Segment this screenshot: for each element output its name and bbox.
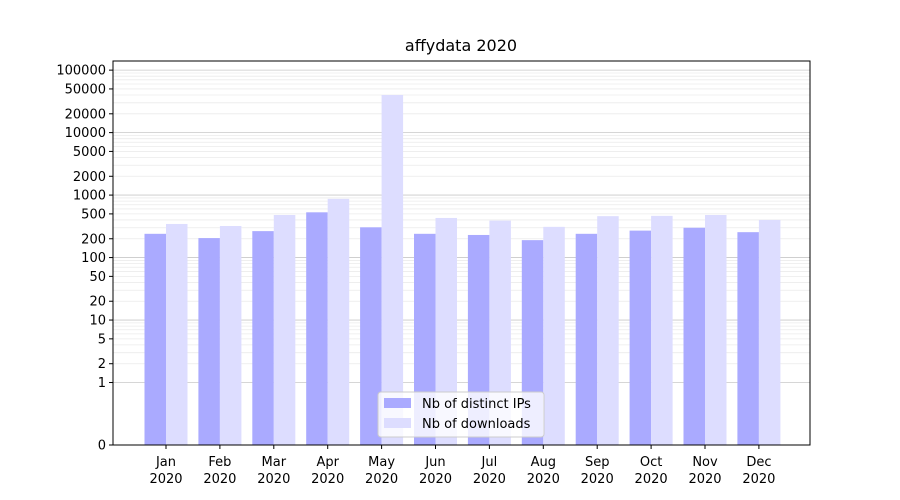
legend-swatch bbox=[384, 398, 411, 408]
y-axis: 0 1 2 5 10 20 50 100 200 500 1000 2000 5000 10000 2000… bbox=[56, 64, 113, 454]
bar-downloads bbox=[489, 220, 511, 445]
legend-label: Nb of downloads bbox=[422, 417, 531, 432]
bar-downloads bbox=[651, 215, 673, 445]
bar-distinct-ips bbox=[252, 231, 274, 445]
y-tick-label: 1 bbox=[98, 376, 106, 391]
x-tick-label-month: Feb bbox=[208, 455, 231, 470]
legend-box bbox=[377, 391, 545, 438]
y-tick-label: 50000 bbox=[65, 82, 106, 97]
legend-swatch bbox=[384, 418, 411, 428]
bars bbox=[144, 94, 781, 445]
x-tick-label-year: 2020 bbox=[635, 472, 668, 487]
x-tick-label-month: Jan bbox=[155, 455, 176, 470]
x-tick-label-year: 2020 bbox=[581, 472, 614, 487]
y-tick-label: 20000 bbox=[65, 107, 106, 122]
bar-downloads bbox=[705, 215, 727, 445]
y-tick-label: 200 bbox=[81, 232, 106, 247]
bar-distinct-ips bbox=[575, 233, 598, 445]
bar-distinct-ips bbox=[144, 233, 166, 445]
x-tick-label-month: Dec bbox=[746, 455, 771, 470]
chart-title: affydata 2020 bbox=[405, 36, 517, 55]
bar-downloads bbox=[219, 226, 242, 445]
x-tick-label-year: 2020 bbox=[473, 472, 506, 487]
bar-downloads bbox=[166, 223, 188, 445]
x-tick-label-month: Jun bbox=[424, 455, 445, 470]
x-tick-label-year: 2020 bbox=[257, 472, 290, 487]
y-tick-label: 500 bbox=[81, 207, 106, 222]
x-tick-label-month: Oct bbox=[640, 455, 662, 470]
plot-frame bbox=[112, 60, 811, 446]
y-tick-label: 10000 bbox=[65, 126, 106, 141]
bar-downloads bbox=[327, 198, 350, 445]
y-tick-label: 20 bbox=[89, 295, 106, 310]
x-tick-label-year: 2020 bbox=[688, 472, 721, 487]
bar-distinct-ips bbox=[306, 212, 328, 445]
bar-downloads bbox=[381, 94, 404, 445]
x-tick-label-year: 2020 bbox=[419, 472, 452, 487]
x-tick-label-month: Nov bbox=[692, 455, 718, 470]
y-tick-label: 10 bbox=[89, 314, 106, 329]
x-tick-label-year: 2020 bbox=[311, 472, 344, 487]
y-tick-label: 5000 bbox=[73, 145, 106, 160]
x-tick-label-year: 2020 bbox=[149, 472, 182, 487]
x-axis: Jan 2020 Feb 2020 Mar 2020 Apr 2020 May 2020 Jun 20… bbox=[149, 445, 775, 487]
x-tick-label-year: 2020 bbox=[742, 472, 775, 487]
bar-distinct-ips bbox=[683, 227, 705, 445]
bar-downloads bbox=[597, 216, 619, 445]
y-tick-label: 100000 bbox=[56, 64, 106, 79]
bar-downloads bbox=[758, 219, 781, 445]
x-tick-label-month: Jul bbox=[481, 455, 498, 470]
legend: Nb of distinct IPs Nb of downloads bbox=[377, 391, 545, 438]
y-tick-label: 2000 bbox=[73, 170, 106, 185]
bar-distinct-ips bbox=[737, 232, 759, 445]
y-tick-label: 0 bbox=[98, 439, 106, 454]
y-tick-label: 1000 bbox=[73, 189, 106, 204]
y-tick-label: 5 bbox=[98, 332, 106, 347]
bar-downloads bbox=[543, 226, 565, 445]
x-tick-label-month: Aug bbox=[531, 455, 556, 470]
bar-downloads bbox=[273, 215, 296, 445]
y-tick-label: 100 bbox=[81, 251, 106, 266]
bar-distinct-ips bbox=[360, 227, 382, 445]
bar-downloads bbox=[435, 217, 457, 445]
x-tick-label-year: 2020 bbox=[527, 472, 560, 487]
y-tick-label: 50 bbox=[89, 270, 106, 285]
x-tick-label-month: Apr bbox=[316, 455, 339, 470]
x-tick-label-month: Mar bbox=[262, 455, 287, 470]
x-tick-label-year: 2020 bbox=[365, 472, 398, 487]
bar-distinct-ips bbox=[629, 230, 652, 445]
x-tick-label-month: Sep bbox=[585, 455, 610, 470]
bar-distinct-ips bbox=[198, 238, 220, 445]
x-tick-label-month: May bbox=[368, 455, 395, 470]
x-tick-label-year: 2020 bbox=[203, 472, 236, 487]
legend-label: Nb of distinct IPs bbox=[422, 397, 531, 412]
y-tick-label: 2 bbox=[98, 357, 106, 372]
